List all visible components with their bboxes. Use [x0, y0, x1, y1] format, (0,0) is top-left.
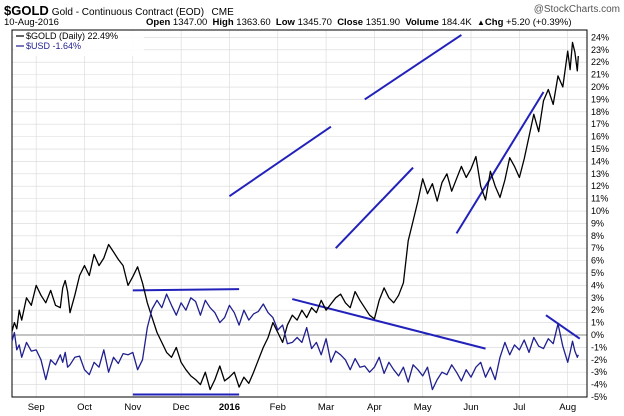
y-tick-label: 7%: [591, 243, 604, 253]
trend-line: [545, 314, 581, 340]
symbol: $GOLD: [4, 3, 49, 18]
chart-grid: [12, 30, 587, 398]
y-tick-label: 19%: [591, 94, 609, 104]
volume-value: 184.4K: [441, 17, 472, 28]
trend-lines: [132, 34, 581, 396]
quote-row: 10-Aug-2016 Open 1347.00 High 1363.60 Lo…: [4, 17, 620, 29]
open-value: 1347.00: [172, 17, 208, 28]
y-tick-label: 6%: [591, 256, 604, 266]
y-tick-label: 13%: [591, 169, 609, 179]
x-tick-label: Jul: [513, 402, 525, 413]
y-tick-label: 8%: [591, 231, 604, 241]
x-tick-label: Apr: [367, 402, 382, 413]
quote-date: 10-Aug-2016: [4, 17, 59, 28]
y-tick-label: 17%: [591, 119, 609, 129]
y-tick-label: 22%: [591, 57, 609, 67]
high-label: High: [212, 17, 234, 28]
y-tick-label: 21%: [591, 70, 609, 80]
open-label: Open: [146, 17, 171, 28]
volume-label: Volume: [405, 17, 439, 28]
y-tick-label: 0%: [591, 330, 604, 340]
y-tick-label: -1%: [591, 342, 607, 352]
plot-frame: [11, 29, 588, 398]
usd-series-line: [11, 293, 579, 391]
legend-usd: $USD -1.64%: [26, 41, 81, 51]
y-tick-label: -2%: [591, 355, 607, 365]
trend-line: [292, 298, 486, 350]
y-tick-label: 12%: [591, 181, 609, 191]
legend-gold: $GOLD (Daily) 22.49%: [26, 31, 118, 41]
trend-line: [335, 166, 414, 249]
y-tick-label: 3%: [591, 293, 604, 303]
description: Gold - Continuous Contract (EOD): [51, 7, 205, 18]
trend-line: [228, 125, 332, 197]
change-value: +5.20 (+0.39%): [506, 17, 572, 28]
quote-values: Open 1347.00 High 1363.60 Low 1345.70 Cl…: [146, 17, 572, 28]
chart-legend: $GOLD (Daily) 22.49% $USD -1.64%: [14, 31, 144, 56]
chart-header: $GOLD Gold - Continuous Contract (EOD) CM…: [4, 2, 620, 18]
gold-series-line: [11, 41, 579, 391]
y-tick-label: 16%: [591, 132, 609, 142]
trend-line: [455, 91, 545, 234]
y-tick-label: 9%: [591, 218, 604, 228]
x-tick-label: Nov: [124, 402, 141, 413]
low-value: 1345.70: [297, 17, 332, 28]
x-tick-label: Jun: [463, 402, 478, 413]
exchange: CME: [211, 7, 234, 18]
high-value: 1363.60: [236, 17, 271, 28]
y-tick-label: 24%: [591, 32, 609, 42]
watermark: @StockCharts.com: [533, 4, 620, 15]
x-tick-label: Dec: [173, 402, 190, 413]
x-tick-label: Oct: [77, 402, 92, 413]
trend-line: [364, 34, 462, 101]
y-tick-label: 15%: [591, 144, 609, 154]
x-tick-label: Mar: [318, 402, 334, 413]
series-lines: [11, 41, 579, 391]
y-tick-label: -3%: [591, 367, 607, 377]
change-label: Chg: [484, 17, 504, 28]
y-tick-label: 11%: [591, 194, 608, 204]
close-label: Close: [337, 17, 364, 28]
y-tick-label: 20%: [591, 82, 609, 92]
y-tick-label: -5%: [591, 392, 607, 402]
change-arrow-icon: ▲: [476, 18, 485, 27]
x-tick-label: 2016: [219, 402, 240, 413]
y-tick-label: 1%: [591, 318, 604, 328]
x-axis-ticks: Sep Oct Nov Dec 2016 Feb Mar Apr May Jun Jul Aug: [28, 402, 576, 413]
y-tick-label: 10%: [591, 206, 609, 216]
x-tick-label: Aug: [559, 402, 576, 413]
y-tick-label: 14%: [591, 156, 609, 166]
x-tick-label: Sep: [28, 402, 45, 413]
y-tick-label: 4%: [591, 280, 604, 290]
y-tick-label: 5%: [591, 268, 604, 278]
trend-line: [132, 288, 240, 292]
x-tick-label: Feb: [270, 402, 286, 413]
y-tick-label: -4%: [591, 380, 607, 390]
x-tick-label: May: [414, 402, 432, 413]
low-label: Low: [275, 17, 295, 28]
y-tick-label: 2%: [591, 305, 604, 315]
y-tick-label: 23%: [591, 45, 609, 55]
y-tick-label: 18%: [591, 107, 609, 117]
y-axis-ticks: 24% 23% 22% 21% 20% 19% 18% 17% 16% 15% 14% 13% 12% 1…: [591, 32, 609, 402]
close-value: 1351.90: [365, 17, 401, 28]
